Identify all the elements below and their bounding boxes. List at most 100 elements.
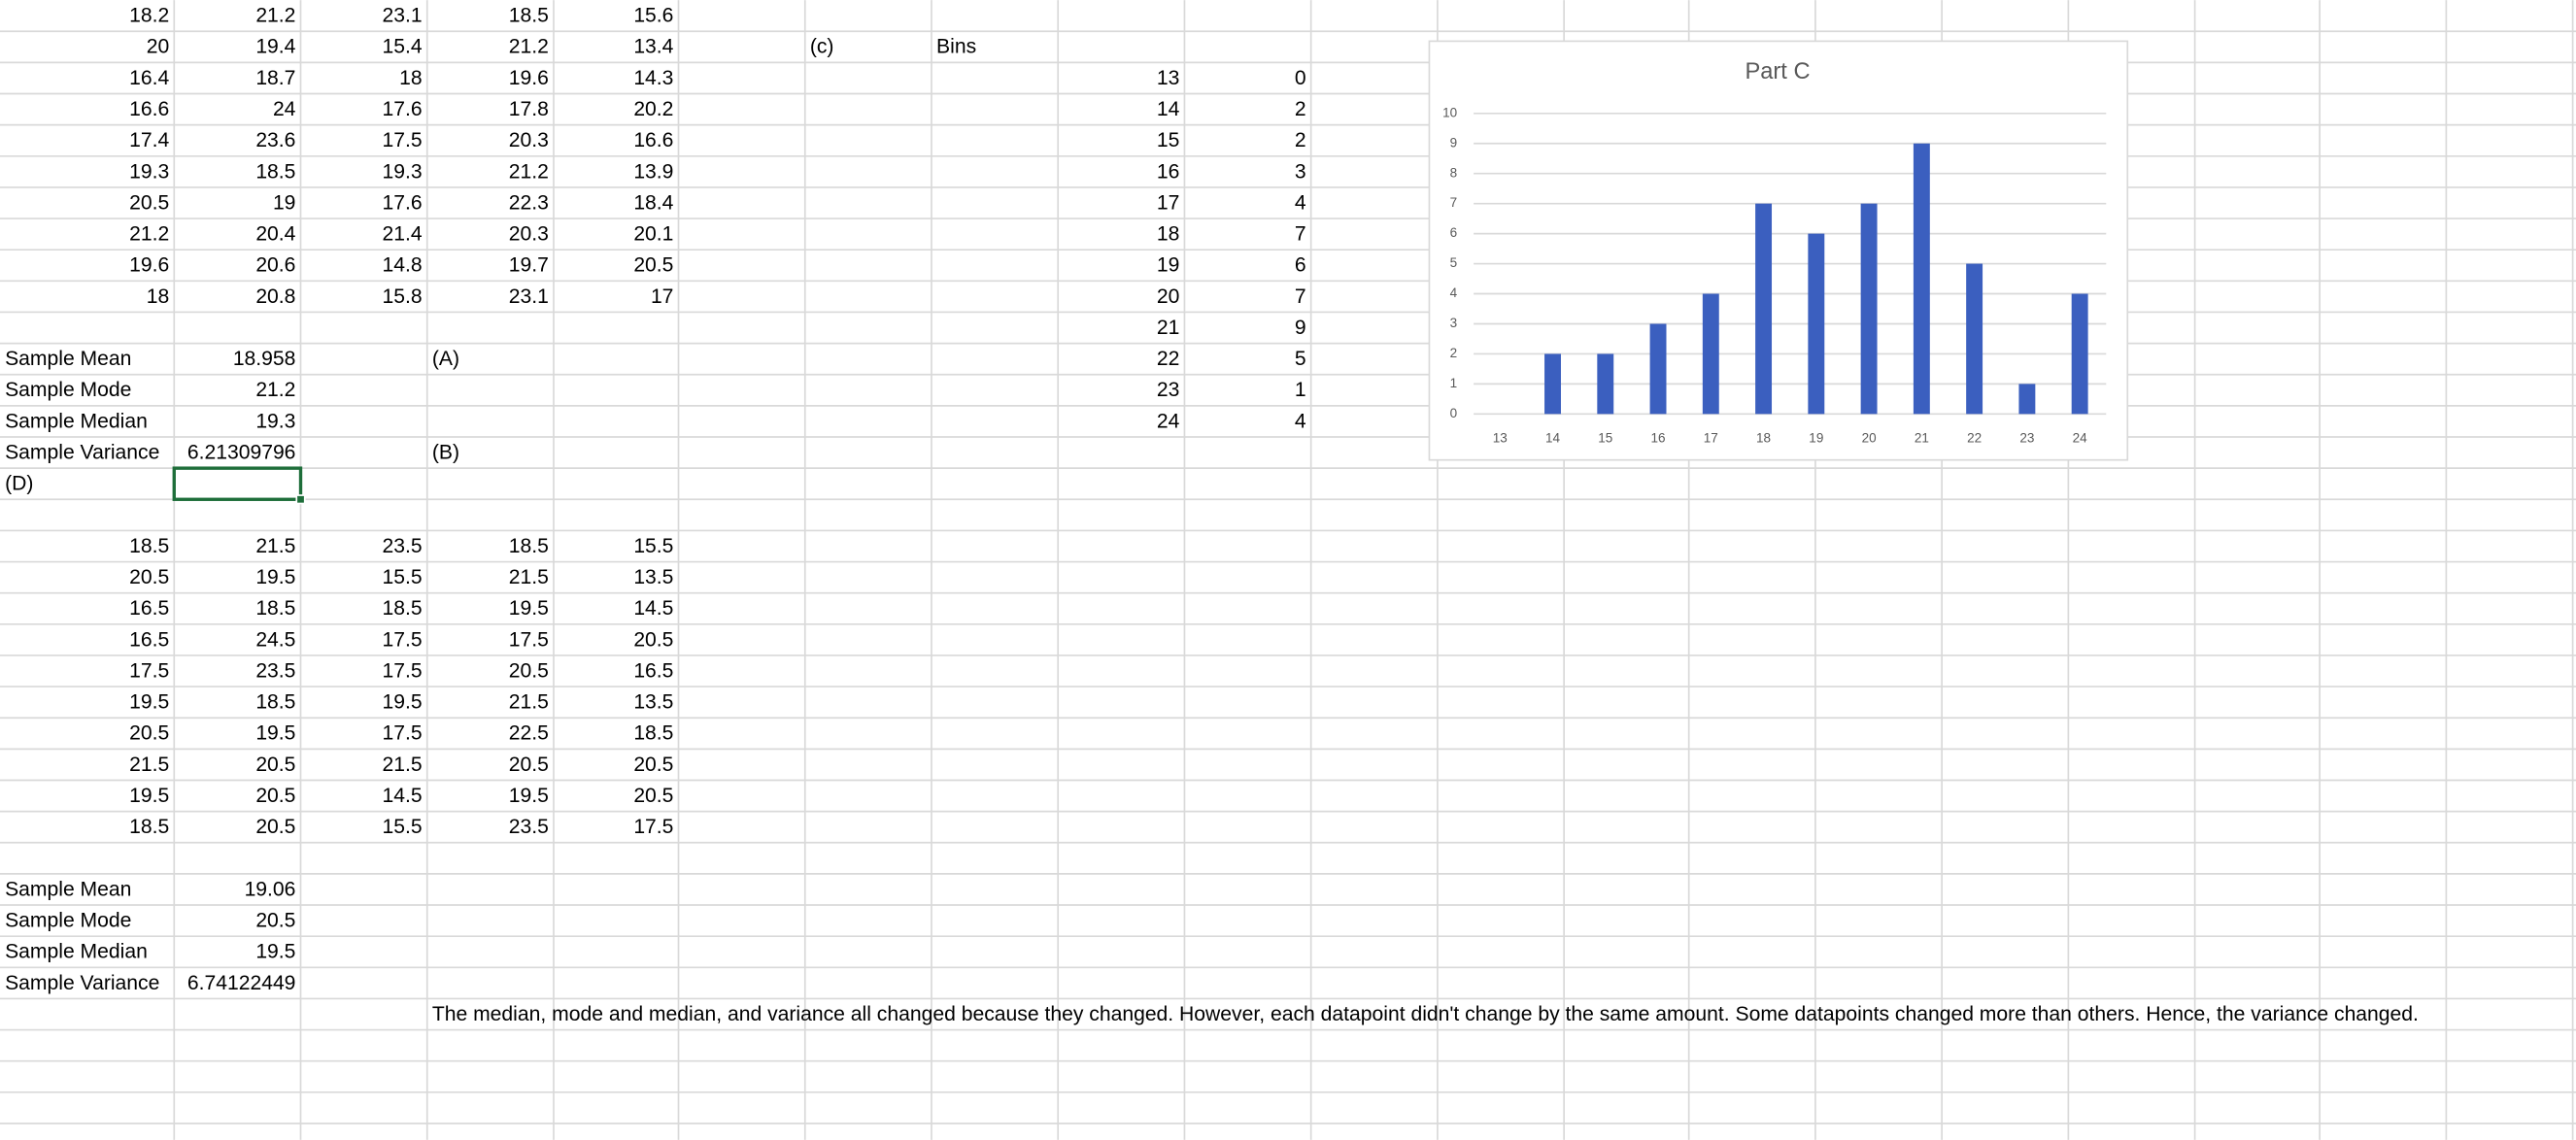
cell-text: 20.5: [129, 191, 169, 214]
x-tick-label: 23: [2019, 430, 2034, 445]
cell-text: 17.5: [383, 659, 423, 682]
y-tick-label: 0: [1450, 406, 1458, 420]
cell-text: 19.5: [383, 691, 423, 714]
cell-text: 13.5: [633, 691, 673, 714]
cell-text: 19: [273, 191, 296, 214]
cell-text: 18.5: [633, 722, 673, 745]
cell-text: (A): [432, 348, 459, 370]
cell-text: 18.2: [129, 5, 169, 27]
cell-text: 21.2: [509, 36, 549, 58]
bar: [2071, 293, 2088, 415]
cell-text: 19.7: [509, 254, 549, 277]
cell-text: 13: [1157, 67, 1180, 89]
cell-text: 20.6: [255, 254, 295, 277]
x-tick-label: 14: [1545, 430, 1561, 445]
cell-text: 18.5: [509, 5, 549, 27]
cell-text: 16.5: [633, 659, 673, 682]
cell-text: (B): [432, 441, 459, 463]
fill-handle[interactable]: [295, 494, 306, 505]
x-tick-label: 24: [2073, 430, 2088, 445]
cell-text: 21.2: [255, 5, 295, 27]
cell-text: Sample Mean: [5, 348, 131, 370]
cell-text: 14: [1157, 98, 1180, 120]
cell-text: 15: [1157, 129, 1180, 151]
cell-text: 2: [1295, 98, 1306, 120]
cell-text: 18.7: [255, 67, 295, 89]
cell-text: 20.5: [129, 566, 169, 588]
cell-text: 3: [1295, 160, 1306, 183]
cell-text: 15.5: [383, 816, 423, 838]
cell-text: 21: [1157, 317, 1180, 339]
cell-text: 16.6: [633, 129, 673, 151]
cell-text: 19.3: [255, 410, 295, 432]
cell-text: 16.4: [129, 67, 169, 89]
cell-text: 19.5: [129, 691, 169, 714]
cell-text: 19.5: [509, 785, 549, 807]
cell-text: 24.5: [255, 628, 295, 651]
cell-text: 22: [1157, 348, 1180, 370]
bar: [2018, 384, 2036, 415]
x-tick-label: 17: [1704, 430, 1718, 445]
cell-text: 16.5: [129, 628, 169, 651]
cell-text: 17: [651, 285, 673, 308]
cell-text: 19: [1157, 254, 1180, 277]
cell-text: 23.5: [509, 816, 549, 838]
cell-text: 20.3: [509, 129, 549, 151]
bar: [1649, 323, 1667, 415]
cell-text: Sample Variance: [5, 441, 159, 463]
bar: [1597, 353, 1614, 415]
cell-text: 23.5: [255, 659, 295, 682]
cell-text: 21.5: [383, 754, 423, 776]
x-tick-label: 21: [1915, 430, 1929, 445]
cell-text: 17.5: [383, 722, 423, 745]
cell-text: 9: [1295, 317, 1306, 339]
cell-text: 22.3: [509, 191, 549, 214]
cell-text: 18.5: [129, 816, 169, 838]
x-tick-label: 22: [1967, 430, 1982, 445]
cell-text: 18.958: [233, 348, 296, 370]
cell-text: (D): [5, 473, 33, 495]
bar: [1755, 203, 1773, 415]
cell-text: Sample Mode: [5, 379, 131, 401]
selected-cell[interactable]: [172, 466, 303, 501]
y-tick-label: 8: [1450, 165, 1458, 180]
cell-text: Sample Mode: [5, 910, 131, 932]
cell-text: 20.4: [255, 223, 295, 246]
cell-text: 20.5: [509, 659, 549, 682]
cell-text: 17.5: [633, 816, 673, 838]
cell-text: 20.5: [129, 722, 169, 745]
cell-text: The median, mode and median, and varianc…: [432, 1003, 2419, 1025]
cell-text: 18.5: [129, 535, 169, 557]
cell-text: 7: [1295, 223, 1306, 246]
cell-text: 17.5: [129, 659, 169, 682]
cell-text: 18.5: [509, 535, 549, 557]
cell-text: 19.5: [129, 785, 169, 807]
cell-text: 20.5: [255, 754, 295, 776]
cell-text: 20.1: [633, 223, 673, 246]
x-tick-label: 13: [1493, 430, 1508, 445]
cell-text: 18: [147, 285, 170, 308]
cell-text: 18.4: [633, 191, 673, 214]
cell-text: Sample Median: [5, 410, 148, 432]
cell-text: 15.6: [633, 5, 673, 27]
x-tick-label: 15: [1598, 430, 1612, 445]
cell-text: 18: [399, 67, 423, 89]
cell-text: 19.5: [255, 722, 295, 745]
cell-text: 21.2: [129, 223, 169, 246]
cell-text: 1: [1295, 379, 1306, 401]
x-tick-label: 18: [1756, 430, 1771, 445]
bar: [1860, 203, 1878, 415]
y-tick-label: 4: [1450, 285, 1458, 300]
x-tick-label: 19: [1809, 430, 1823, 445]
cell-text: 5: [1295, 348, 1306, 370]
cell-text: 21.5: [129, 754, 169, 776]
cell-text: 23: [1157, 379, 1180, 401]
cell-text: 22.5: [509, 722, 549, 745]
cell-text: 6: [1295, 254, 1306, 277]
cell-text: 19.4: [255, 36, 295, 58]
cell-text: Sample Median: [5, 941, 148, 963]
cell-text: 19.3: [129, 160, 169, 183]
